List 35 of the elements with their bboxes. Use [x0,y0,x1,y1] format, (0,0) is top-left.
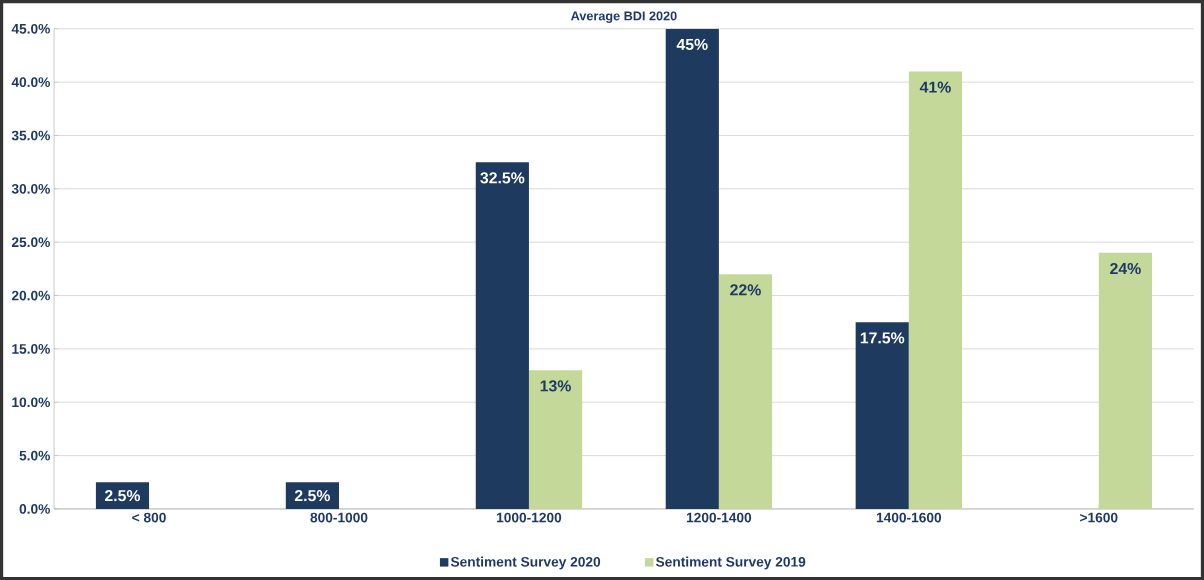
x-tick-label: 800-1000 [310,512,368,523]
bar [665,28,719,509]
x-tick-label: 1200-1400 [686,512,752,523]
y-tick-label: 20.0% [11,290,50,301]
bar [908,71,963,509]
data-label: 32.5% [480,172,525,184]
y-tick-label: 30.0% [11,183,50,194]
x-tick-label: >1600 [1080,512,1118,523]
legend-label: Sentiment Survey 2020 [450,556,601,570]
data-label: 2.5% [294,489,331,502]
legend-label: Sentiment Survey 2019 [655,556,806,570]
bar [718,274,773,509]
bar [855,322,909,509]
data-label: 45% [676,38,708,50]
data-label: 41% [919,81,951,93]
y-tick-label: 35.0% [11,130,50,141]
y-tick-label: 25.0% [11,237,50,247]
bar [528,370,583,509]
y-tick-label: 5.0% [19,450,50,461]
data-label: 2.5% [104,489,141,502]
chart-title: Average BDI 2020 [570,11,677,23]
y-tick-label: 15.0% [12,343,50,354]
bar [475,162,529,509]
data-label: 17.5% [860,332,905,344]
bar [1098,252,1152,509]
data-label: 22% [730,284,761,296]
y-tick-label: 45.0% [11,23,50,34]
x-tick-label: 1400-1600 [876,512,942,523]
x-tick-label: 1000-1200 [497,512,562,523]
x-tick-label: < 800 [132,512,166,523]
y-tick-label: 0.0% [19,503,50,514]
data-label: 24% [1110,262,1141,274]
data-label: 13% [540,380,571,392]
y-tick-label: 40.0% [11,77,50,87]
y-tick-label: 10.0% [12,397,50,407]
